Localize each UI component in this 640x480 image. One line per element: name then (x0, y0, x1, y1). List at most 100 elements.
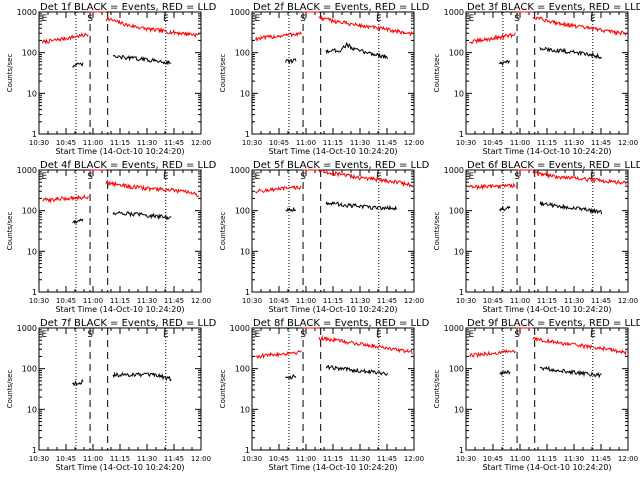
x-tick-label: 10:30 (29, 455, 49, 463)
y-tick-label: 1 (459, 288, 464, 297)
y-tick-label: 10 (454, 247, 464, 256)
x-tick-label: 12:00 (618, 455, 638, 463)
x-tick-label: 10:45 (269, 139, 289, 147)
lld-series (42, 194, 89, 204)
chart-title: Det 5f BLACK = Events, RED = LLD (253, 160, 430, 171)
lld-series (255, 184, 302, 194)
x-tick-label: 10:30 (242, 297, 262, 305)
x-tick-label: 11:15 (323, 455, 343, 463)
y-tick-label: 1 (459, 446, 464, 455)
y-axis-label: Counts/sec (219, 370, 227, 409)
x-tick-label: 11:45 (164, 455, 184, 463)
plot-frame (38, 169, 202, 293)
y-tick-label: 100 (235, 365, 250, 374)
x-axis-label: Start Time (14-Oct-10 10:24:20) (268, 463, 397, 472)
x-tick-label: 11:00 (510, 139, 530, 147)
lld-series (532, 336, 627, 356)
y-tick-label: 1 (245, 446, 250, 455)
x-tick-label: 11:00 (83, 139, 103, 147)
x-tick-label: 11:45 (377, 139, 397, 147)
y-tick-label: 1000 (17, 8, 37, 17)
chart-panel-1: Det 1f BLACK = Events, RED = LLD 1 10 100 10… (6, 2, 217, 156)
x-tick-label: 10:30 (242, 139, 262, 147)
events-series (539, 46, 602, 60)
y-tick-label: 100 (449, 49, 464, 58)
x-tick-label: 10:45 (56, 297, 76, 305)
y-tick-label: 1000 (444, 8, 464, 17)
x-tick-label: 11:45 (591, 139, 611, 147)
x-tick-label: 10:30 (456, 139, 476, 147)
x-tick-label: 12:00 (618, 297, 638, 305)
chart-panel-8: Det 8f BLACK = Events, RED = LLD 1 10 100 10… (219, 318, 430, 472)
marker-label: E (376, 172, 382, 182)
x-tick-label: 10:45 (483, 297, 503, 305)
lld-series (532, 170, 627, 186)
x-tick-label: 12:00 (404, 297, 424, 305)
marker-label: E (254, 330, 260, 340)
x-tick-label: 10:30 (29, 297, 49, 305)
chart-title: Det 9f BLACK = Events, RED = LLD (467, 318, 640, 329)
x-tick-label: 11:15 (537, 139, 557, 147)
chart-title: Det 3f BLACK = Events, RED = LLD (467, 2, 640, 13)
x-tick-label: 11:15 (537, 455, 557, 463)
marker-label: E (163, 14, 169, 24)
events-series (325, 364, 389, 376)
x-tick-label: 11:15 (110, 297, 130, 305)
y-tick-label: 1000 (230, 8, 250, 17)
x-tick-label: 11:00 (510, 297, 530, 305)
y-tick-label: 10 (27, 247, 37, 256)
x-axis-label: Start Time (14-Oct-10 10:24:20) (55, 463, 184, 472)
y-tick-label: 10 (27, 405, 37, 414)
x-tick-label: 12:00 (404, 139, 424, 147)
events-series (499, 205, 511, 212)
y-axis-label: Counts/sec (433, 370, 441, 409)
y-axis-label: Counts/sec (219, 54, 227, 93)
x-tick-label: 11:45 (591, 297, 611, 305)
y-tick-label: 1 (32, 446, 37, 455)
chart-title: Det 1f BLACK = Events, RED = LLD (40, 2, 217, 13)
y-tick-label: 1000 (17, 166, 37, 175)
events-series (285, 373, 297, 380)
lld-series (469, 32, 516, 45)
x-tick-label: 11:00 (83, 297, 103, 305)
x-tick-label: 10:30 (456, 297, 476, 305)
x-tick-label: 11:30 (350, 297, 370, 305)
lld-series (469, 182, 516, 191)
y-tick-label: 1000 (444, 166, 464, 175)
x-tick-label: 12:00 (191, 139, 211, 147)
chart-panel-2: Det 2f BLACK = Events, RED = LLD 1 10 100 10… (219, 2, 430, 156)
x-tick-label: 11:30 (137, 297, 157, 305)
y-tick-label: 1 (245, 130, 250, 139)
lld-series (42, 32, 89, 44)
x-tick-label: 11:45 (377, 455, 397, 463)
x-tick-label: 10:45 (483, 139, 503, 147)
marker-label: S (514, 330, 520, 340)
marker-label: S (300, 14, 306, 24)
events-series (285, 207, 297, 212)
x-tick-label: 11:30 (564, 139, 584, 147)
chart-title: Det 7f BLACK = Events, RED = LLD (40, 318, 217, 329)
marker-label: E (590, 14, 596, 24)
x-tick-label: 10:45 (483, 455, 503, 463)
lld-series (532, 16, 627, 36)
events-series (325, 200, 397, 211)
y-tick-label: 100 (22, 365, 37, 374)
y-tick-label: 10 (240, 405, 250, 414)
x-tick-label: 11:00 (510, 455, 530, 463)
y-tick-label: 100 (449, 207, 464, 216)
marker-label: E (468, 172, 474, 182)
marker-label: S (87, 14, 93, 24)
y-tick-label: 1000 (230, 166, 250, 175)
y-tick-label: 1 (32, 288, 37, 297)
y-tick-label: 1 (459, 130, 464, 139)
x-axis-label: Start Time (14-Oct-10 10:24:20) (482, 463, 611, 472)
events-series (539, 365, 602, 379)
y-tick-label: 10 (27, 89, 37, 98)
chart-panel-9: Det 9f BLACK = Events, RED = LLD 1 10 100 10… (433, 318, 640, 472)
x-tick-label: 11:00 (296, 455, 316, 463)
chart-panel-6: Det 6f BLACK = Events, RED = LLD 1 10 100 10… (433, 160, 640, 314)
x-tick-label: 11:15 (323, 297, 343, 305)
chart-title: Det 8f BLACK = Events, RED = LLD (253, 318, 430, 329)
chart-title: Det 2f BLACK = Events, RED = LLD (253, 2, 430, 13)
